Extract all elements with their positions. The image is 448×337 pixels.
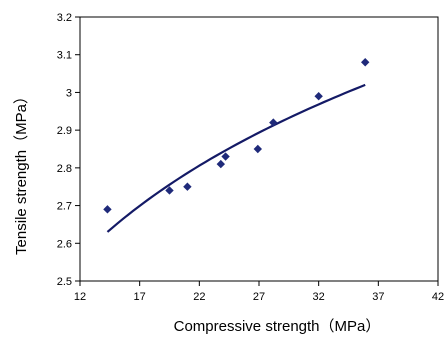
trendline-layer xyxy=(106,83,366,233)
data-point xyxy=(216,159,226,169)
tick-layer: 12 17 22 27 32 37 42 2.5 2.6 2.7 2.8 2.9 3 3.1 3.2 xyxy=(57,12,444,303)
y-tick-label: 3 xyxy=(66,87,72,99)
y-tick-label: 3.2 xyxy=(57,12,72,24)
y-axis-title: Tensile strength（MPa） xyxy=(13,89,30,255)
points-layer xyxy=(103,58,370,214)
data-point xyxy=(103,205,112,214)
y-tick-label: 2.5 xyxy=(57,276,72,288)
x-tick-label: 12 xyxy=(74,291,86,303)
y-tick-label: 2.8 xyxy=(57,163,72,175)
data-point xyxy=(221,152,230,161)
data-point xyxy=(314,92,323,101)
x-tick-label: 22 xyxy=(193,291,205,303)
trendline xyxy=(106,83,366,233)
y-tick-label: 2.9 xyxy=(57,125,72,137)
data-point xyxy=(269,118,278,127)
y-tick-label: 2.6 xyxy=(57,238,72,250)
data-point xyxy=(361,58,370,67)
data-point xyxy=(183,182,192,191)
x-axis-title: Compressive strength（MPa） xyxy=(174,318,381,335)
x-tick-label: 32 xyxy=(313,291,325,303)
y-tick-label: 3.1 xyxy=(57,50,72,62)
data-point xyxy=(165,186,174,195)
x-tick-label: 17 xyxy=(134,291,146,303)
y-tick-label: 2.7 xyxy=(57,201,72,213)
x-tick-label: 27 xyxy=(253,291,265,303)
data-point xyxy=(253,144,263,154)
x-tick-label: 37 xyxy=(372,291,384,303)
x-tick-label: 42 xyxy=(432,291,444,303)
